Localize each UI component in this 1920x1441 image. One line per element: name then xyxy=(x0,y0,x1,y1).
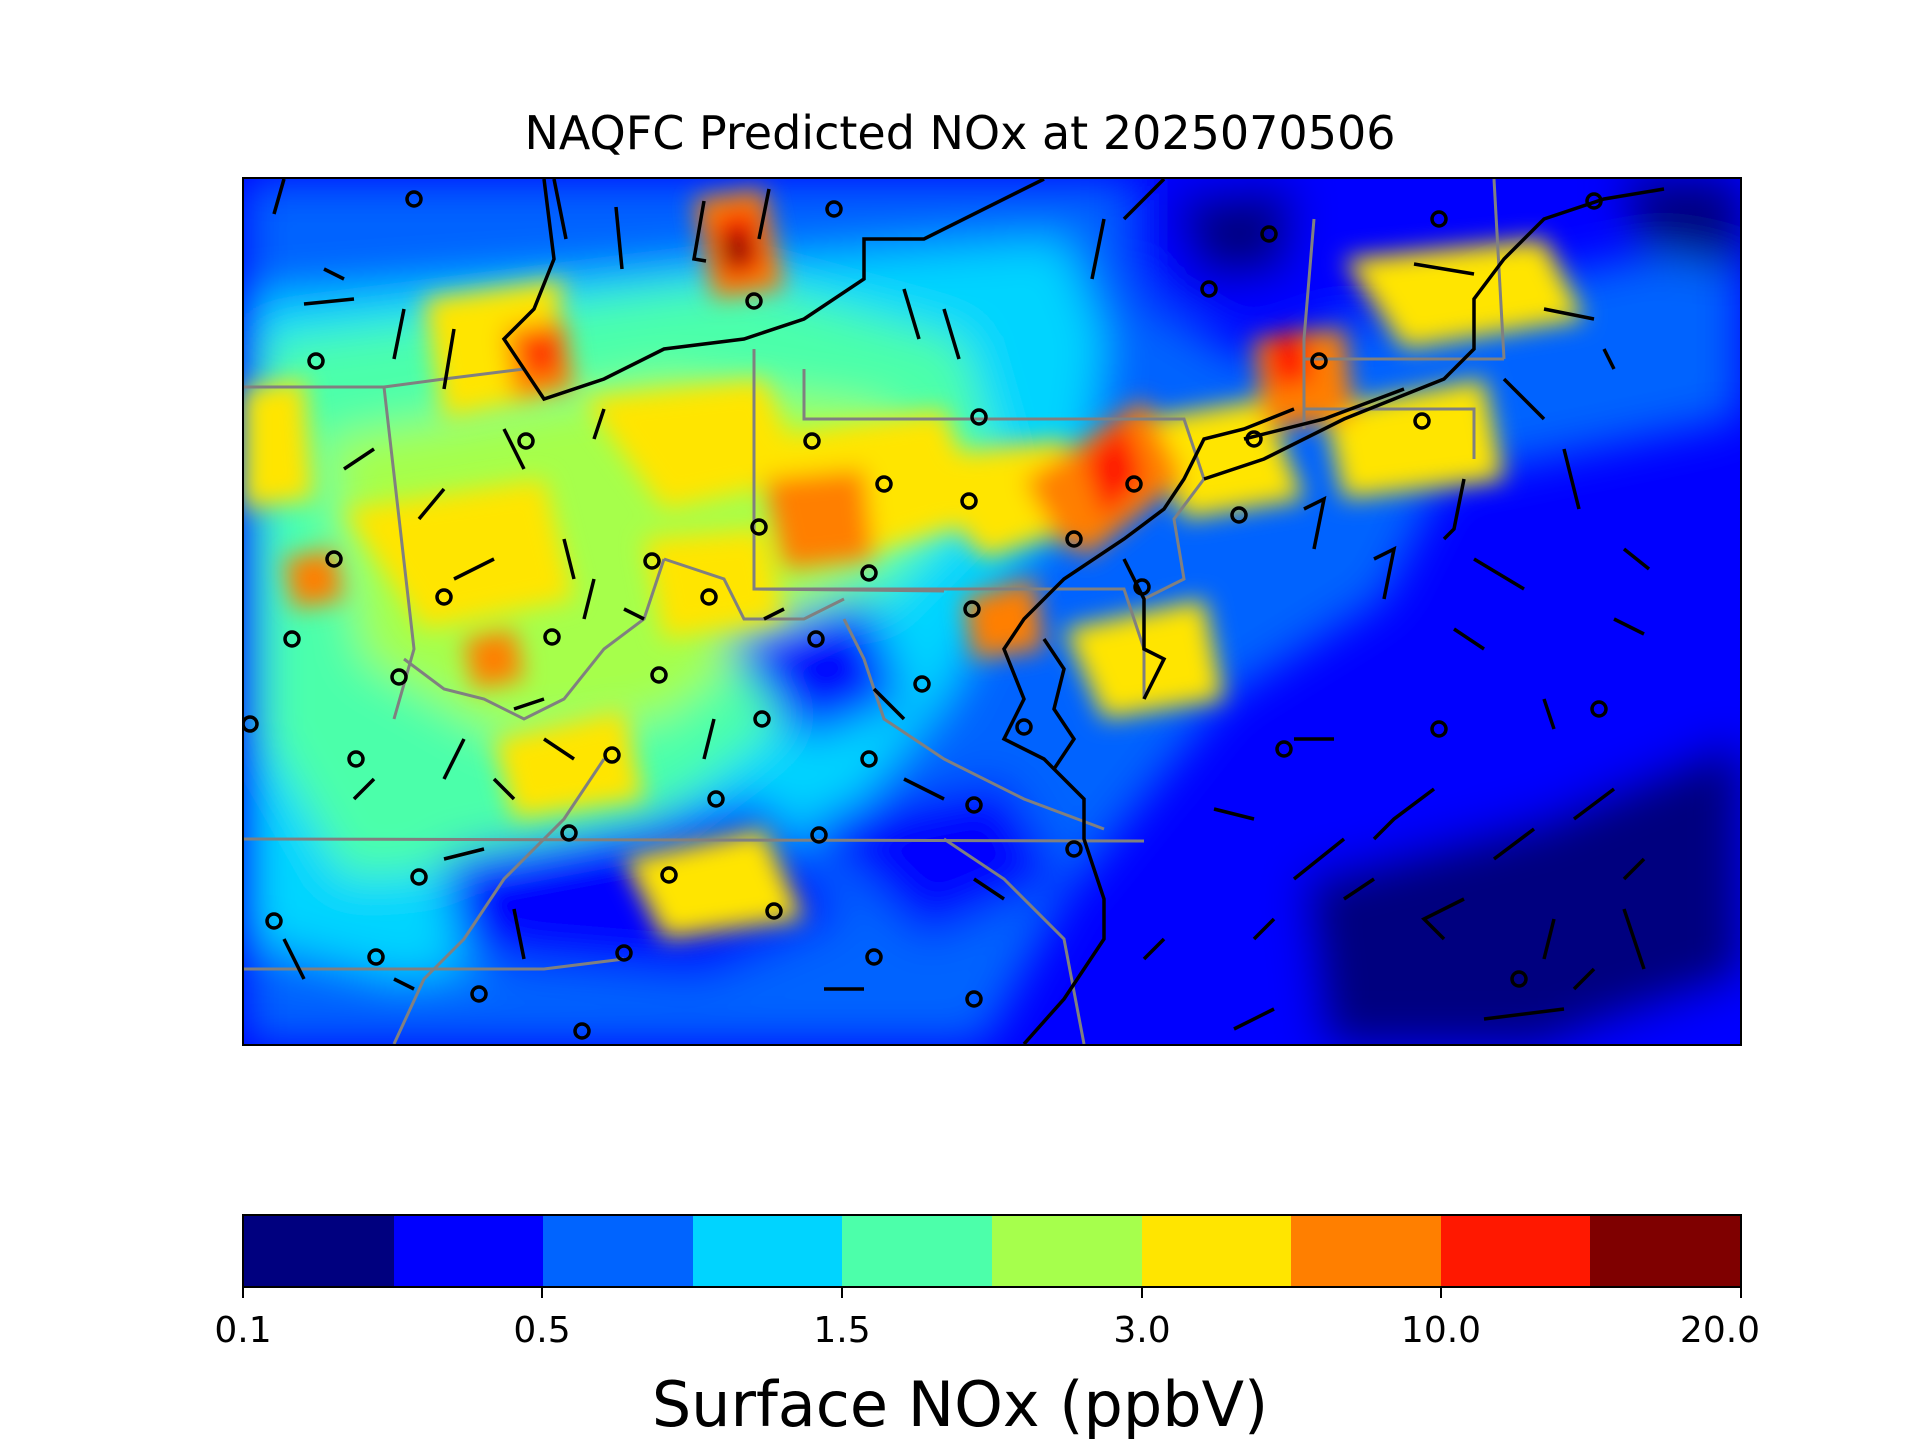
state-boundaries xyxy=(244,179,1506,1044)
colorbar-segment xyxy=(842,1216,992,1286)
colorbar-tick xyxy=(1141,1288,1143,1298)
colorbar-segment xyxy=(1291,1216,1441,1286)
colorbar-tick xyxy=(1740,1288,1742,1298)
colorbar-segment xyxy=(1440,1216,1591,1286)
colorbar-tick xyxy=(1440,1288,1442,1298)
colorbar-tick-label: 1.5 xyxy=(813,1310,871,1351)
map-panel[interactable] xyxy=(242,177,1742,1046)
colorbar-label: Surface NOx (ppbV) xyxy=(651,1368,1269,1441)
colorbar-segment xyxy=(543,1216,693,1286)
colorbar-tick-label: 0.5 xyxy=(513,1310,571,1351)
colorbar-tick xyxy=(541,1288,543,1298)
colorbar xyxy=(242,1214,1742,1288)
colorbar-segment xyxy=(244,1216,394,1286)
calm-markers xyxy=(244,190,1608,1040)
colorbar-segment xyxy=(393,1216,544,1286)
colorbar-tick xyxy=(841,1288,843,1298)
nox-field-svg xyxy=(244,179,1740,1044)
colorbar-segment xyxy=(692,1216,843,1286)
colorbar-tick-label: 3.0 xyxy=(1113,1310,1171,1351)
colorbar-tick-label: 0.1 xyxy=(214,1310,272,1351)
colorbar-segment xyxy=(1141,1216,1292,1286)
colorbar-tick xyxy=(242,1288,244,1298)
colorbar-tick-label: 10.0 xyxy=(1400,1310,1482,1351)
colorbar-tick-label: 20.0 xyxy=(1679,1310,1761,1351)
wind-barbs xyxy=(272,179,1651,1031)
colorbar-segment xyxy=(991,1216,1142,1286)
map-title: NAQFC Predicted NOx at 2025070506 xyxy=(524,106,1396,160)
colorbar-segment xyxy=(1590,1216,1740,1286)
coastlines xyxy=(501,179,1665,1044)
